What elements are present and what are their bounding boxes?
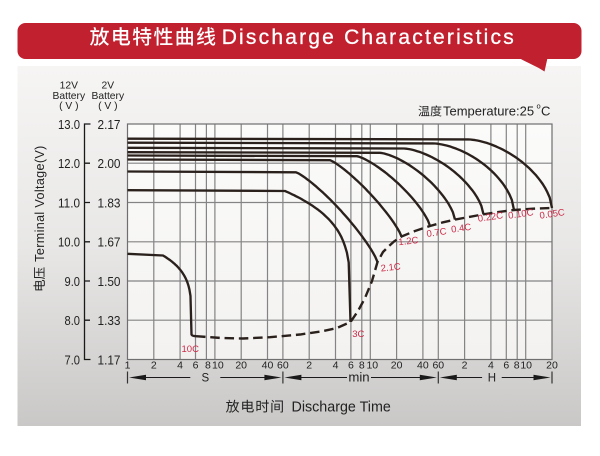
svg-text:Battery: Battery — [91, 91, 124, 102]
svg-text:Terminal Voltage(V): Terminal Voltage(V) — [33, 145, 47, 262]
svg-text:13.0: 13.0 — [58, 118, 80, 132]
svg-text:0.4C: 0.4C — [451, 222, 473, 236]
svg-text:40: 40 — [417, 360, 429, 372]
svg-text:2: 2 — [151, 360, 157, 372]
svg-text:2V: 2V — [101, 81, 114, 92]
svg-text:12V: 12V — [60, 81, 78, 92]
svg-text:2.1C: 2.1C — [380, 261, 401, 274]
svg-text:0.05C: 0.05C — [539, 207, 566, 221]
svg-text:10: 10 — [212, 360, 224, 372]
svg-text:2: 2 — [306, 360, 312, 372]
svg-text:10C: 10C — [182, 344, 200, 355]
svg-text:H: H — [488, 373, 496, 385]
svg-text:3C: 3C — [352, 329, 364, 340]
svg-text:( V ): ( V ) — [98, 101, 117, 112]
svg-text:2: 2 — [462, 360, 468, 372]
svg-text:0.10C: 0.10C — [508, 207, 535, 221]
svg-text:C: C — [541, 104, 550, 119]
svg-text:Battery: Battery — [52, 91, 85, 102]
svg-text:2.00: 2.00 — [98, 157, 121, 171]
svg-text:4: 4 — [333, 360, 339, 372]
svg-text:min: min — [348, 370, 369, 385]
svg-text:6: 6 — [503, 360, 509, 372]
svg-text:2.17: 2.17 — [98, 118, 121, 132]
svg-text:Discharge Characteristics: Discharge Characteristics — [222, 26, 516, 49]
svg-text:6: 6 — [348, 360, 354, 372]
svg-text:20: 20 — [235, 360, 247, 372]
svg-text:8.0: 8.0 — [65, 314, 81, 328]
svg-text:60: 60 — [432, 360, 444, 372]
svg-text:1.50: 1.50 — [98, 275, 121, 289]
svg-text:8: 8 — [205, 360, 211, 372]
svg-text:0.22C: 0.22C — [477, 210, 504, 224]
svg-text:10.0: 10.0 — [58, 236, 80, 250]
svg-text:Discharge Time: Discharge Time — [292, 400, 391, 416]
svg-text:40: 40 — [262, 360, 274, 372]
svg-text:9.0: 9.0 — [65, 275, 81, 289]
svg-text:11.0: 11.0 — [58, 196, 80, 210]
svg-text:4: 4 — [177, 360, 183, 372]
svg-text:10: 10 — [520, 360, 532, 372]
svg-text:Temperature:25: Temperature:25 — [443, 104, 534, 119]
svg-text:8: 8 — [359, 360, 365, 372]
svg-text:10: 10 — [366, 360, 378, 372]
svg-text:6: 6 — [193, 360, 199, 372]
svg-text:1.2C: 1.2C — [398, 235, 419, 248]
svg-text:20: 20 — [391, 360, 403, 372]
svg-text:1.83: 1.83 — [98, 196, 121, 210]
svg-text:o: o — [537, 102, 541, 111]
svg-text:8: 8 — [514, 360, 520, 372]
svg-text:1.67: 1.67 — [98, 236, 121, 250]
svg-text:( V ): ( V ) — [59, 101, 78, 112]
svg-text:12.0: 12.0 — [58, 157, 80, 171]
svg-text:0.7C: 0.7C — [426, 226, 448, 240]
svg-text:7.0: 7.0 — [65, 353, 81, 367]
svg-text:1.33: 1.33 — [98, 314, 121, 328]
svg-text:S: S — [201, 373, 209, 385]
svg-text:4: 4 — [488, 360, 494, 372]
svg-text:1: 1 — [125, 360, 131, 372]
svg-text:1.17: 1.17 — [98, 353, 121, 367]
svg-text:60: 60 — [277, 360, 289, 372]
svg-text:20: 20 — [546, 360, 558, 372]
